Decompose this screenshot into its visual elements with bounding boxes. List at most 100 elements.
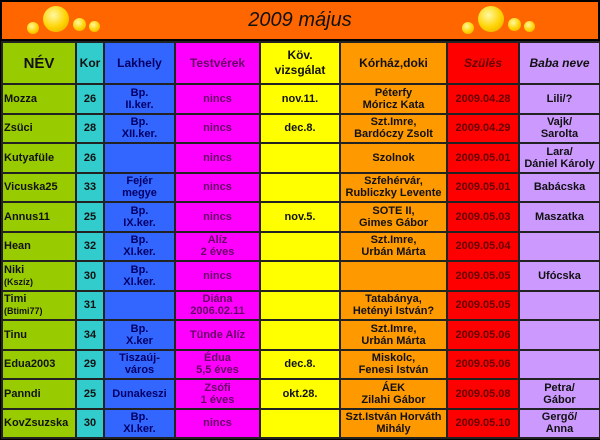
birth-text: 2009.05.06 <box>455 358 511 371</box>
cell-baby <box>518 348 600 380</box>
cell-exam: okt.28. <box>259 378 341 410</box>
cell-hospital: Miskolc, Fenesi István <box>339 348 448 380</box>
cell-exam: nov.5. <box>259 201 341 233</box>
birth-text: 2009.05.10 <box>455 417 511 430</box>
cell-location: Bp. XI.ker. <box>103 260 176 292</box>
name-sub-text: (Btimi77) <box>4 306 43 317</box>
age-text: 32 <box>83 240 97 253</box>
cell-age: 29 <box>75 348 105 380</box>
name-sub-text: (Kszíz) <box>4 276 33 287</box>
baby-text: Ufócska <box>538 269 581 282</box>
name-text: Edua2003 <box>4 358 56 371</box>
cell-birth: 2009.05.01 <box>446 171 520 203</box>
location-text: Bp. X.ker <box>126 322 153 347</box>
cell-hospital: ÁEK Zilahi Gábor <box>339 378 448 410</box>
cell-siblings: Alíz 2 éves <box>174 230 261 262</box>
table-row: Vicuska25 33 Fejér megye nincs Szfehérvár, R… <box>1 171 600 203</box>
cell-siblings: nincs <box>174 83 261 115</box>
siblings-text: Alíz 2 éves <box>200 234 235 259</box>
table-row: Panndi 25 Dunakeszi Zsófi 1 éves okt.28. ÁEK … <box>1 378 600 410</box>
name-text: Mozza <box>4 92 37 105</box>
birth-text: 2009.05.01 <box>455 151 511 164</box>
cell-birth: 2009.05.06 <box>446 348 520 380</box>
table-row: Niki (Kszíz) 30 Bp. XI.ker. nincs 2009.05.05 U… <box>1 260 600 292</box>
hospital-text: Szt.Imre, Urbán Márta <box>361 234 426 259</box>
cell-birth: 2009.05.05 <box>446 289 520 321</box>
header-birth: Szülés <box>446 41 520 85</box>
cell-exam <box>259 142 341 174</box>
location-text: Bp. XII.ker. <box>121 116 158 141</box>
siblings-text: Diána 2006.02.11 <box>190 293 245 318</box>
baby-text: Gergő/ Anna <box>541 411 578 436</box>
cell-baby: Ufócska <box>518 260 600 292</box>
age-text: 33 <box>83 181 97 194</box>
hospital-text: ÁEK Zilahi Gábor <box>361 381 426 406</box>
siblings-text: nincs <box>203 417 232 430</box>
cell-birth: 2009.05.06 <box>446 319 520 351</box>
birth-text: 2009.05.06 <box>455 328 511 341</box>
cell-exam <box>259 289 341 321</box>
header-location: Lakhely <box>103 41 176 85</box>
cell-birth: 2009.05.03 <box>446 201 520 233</box>
siblings-text: nincs <box>203 151 232 164</box>
cell-siblings: nincs <box>174 142 261 174</box>
cell-age: 31 <box>75 289 105 321</box>
location-text: Bp. XI.ker. <box>123 234 156 259</box>
cell-age: 32 <box>75 230 105 262</box>
cell-hospital: Szt.Imre, Bardóczy Zsolt <box>339 112 448 144</box>
cell-birth: 2009.05.01 <box>446 142 520 174</box>
siblings-text: nincs <box>203 210 232 223</box>
cell-baby: Gergő/ Anna <box>518 407 600 439</box>
cell-siblings: nincs <box>174 201 261 233</box>
cell-birth: 2009.05.10 <box>446 407 520 439</box>
header-age: Kor <box>75 41 105 85</box>
cell-name: Panndi <box>1 378 77 410</box>
baby-text: Babácska <box>533 181 586 194</box>
age-text: 34 <box>83 328 97 341</box>
cell-location: Fejér megye <box>103 171 176 203</box>
siblings-text: nincs <box>203 122 232 135</box>
name-text: Zsüci <box>4 122 33 135</box>
siblings-text: nincs <box>203 269 232 282</box>
location-text: Bp. XI.ker. <box>123 263 156 288</box>
header-baby-name: Baba neve <box>518 41 600 85</box>
exam-text: dec.8. <box>284 358 316 371</box>
cell-name: Timi (Btimi77) <box>1 289 77 321</box>
siblings-text: nincs <box>203 92 232 105</box>
cell-siblings: Zsófi 1 éves <box>174 378 261 410</box>
table-row: Timi (Btimi77) 31 Diána 2006.02.11 Tatabánya… <box>1 289 600 321</box>
cell-name: KovZsuzska <box>1 407 77 439</box>
hospital-text: Péterfy Móricz Kata <box>362 86 425 111</box>
cell-name: Mozza <box>1 83 77 115</box>
cell-location <box>103 142 176 174</box>
cell-name: Annus11 <box>1 201 77 233</box>
hospital-text: Tatabánya, Hetényi István? <box>352 293 435 318</box>
cell-name: Kutyafüle <box>1 142 77 174</box>
birth-text: 2009.05.01 <box>455 181 511 194</box>
due-dates-table: NÉV Kor Lakhely Testvérek Köv. vizsgálat… <box>1 41 600 439</box>
cell-baby <box>518 319 600 351</box>
cell-baby: Lili/? <box>518 83 600 115</box>
hospital-text: Szolnok <box>372 151 415 164</box>
table-row: KovZsuzska 30 Bp. XI.ker. nincs Szt.István H… <box>1 407 600 439</box>
header-name: NÉV <box>1 41 77 85</box>
header-row: NÉV Kor Lakhely Testvérek Köv. vizsgálat… <box>1 41 600 85</box>
cell-exam <box>259 230 341 262</box>
age-text: 31 <box>83 299 97 312</box>
age-text: 25 <box>83 387 97 400</box>
cell-exam: dec.8. <box>259 348 341 380</box>
location-text: Bp. IX.ker. <box>123 204 156 229</box>
name-text: Niki <box>4 263 25 276</box>
cell-name: Edua2003 <box>1 348 77 380</box>
title-bar: 2009 május <box>2 2 598 39</box>
birth-text: 2009.05.04 <box>455 240 511 253</box>
cell-baby: Vajk/ Sarolta <box>518 112 600 144</box>
siblings-text: Tünde Alíz <box>189 328 246 341</box>
cell-baby <box>518 230 600 262</box>
cell-hospital: Szt.Imre, Urbán Márta <box>339 230 448 262</box>
cell-birth: 2009.05.05 <box>446 260 520 292</box>
hospital-text: Szfehérvár, Rubliczky Levente <box>345 175 442 200</box>
name-text: KovZsuzska <box>4 417 69 430</box>
exam-text: nov.11. <box>281 92 319 105</box>
cell-exam <box>259 407 341 439</box>
